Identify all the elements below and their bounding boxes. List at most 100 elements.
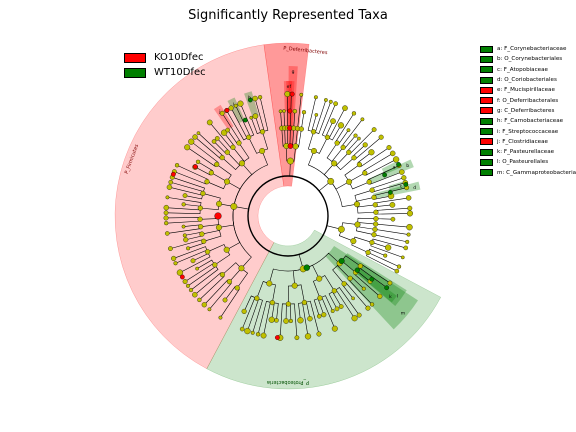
biomarker-wedge-i bbox=[227, 97, 245, 124]
taxon-node-182 bbox=[351, 315, 358, 322]
taxon-node-75 bbox=[237, 100, 244, 107]
legend-swatch-ko bbox=[124, 52, 146, 63]
biomarker-label-j: j bbox=[218, 109, 220, 115]
taxon-node-158 bbox=[403, 245, 408, 251]
taxon-node-5 bbox=[222, 297, 228, 303]
taxon-node-180 bbox=[331, 288, 337, 294]
taxon-node-159 bbox=[385, 244, 392, 251]
clade-sector-3 bbox=[206, 229, 442, 390]
taxon-node-185 bbox=[317, 295, 323, 301]
taxon-node-17 bbox=[195, 266, 199, 271]
taxon-node-67 bbox=[236, 140, 242, 146]
taxon-node-45 bbox=[168, 179, 173, 185]
taxon-node-110 bbox=[331, 160, 338, 167]
group-legend: KO10Dfec WT10Dfec bbox=[124, 50, 206, 80]
taxon-node-152 bbox=[372, 226, 378, 232]
taxon-node-36 bbox=[216, 200, 223, 207]
taxon-node-63 bbox=[214, 136, 220, 141]
taxon-node-76 bbox=[259, 129, 266, 135]
taxon-node-202 bbox=[269, 300, 275, 306]
taxon-node-62 bbox=[211, 139, 217, 144]
biomarker-legend-label: f: O_Deferribacterales bbox=[497, 97, 559, 104]
tree-link-129 bbox=[348, 181, 370, 190]
taxon-node-142 bbox=[389, 202, 396, 208]
taxon-node-153 bbox=[406, 232, 411, 237]
taxon-node-132 bbox=[399, 169, 405, 175]
taxon-node-155 bbox=[405, 239, 410, 244]
taxon-node-191 bbox=[301, 299, 307, 306]
taxon-node-48 bbox=[204, 179, 210, 185]
tree-link-150 bbox=[375, 223, 410, 228]
taxon-node-124 bbox=[356, 162, 362, 168]
biomarker-legend-label: l: O_Pasteurellales bbox=[497, 159, 549, 166]
biomarker-wedge-h bbox=[244, 91, 259, 118]
taxon-node-149 bbox=[390, 216, 396, 222]
taxon-node-217 bbox=[287, 108, 293, 114]
tree-link-94 bbox=[297, 94, 302, 129]
biomarker-swatch bbox=[480, 66, 493, 74]
taxon-node-22 bbox=[171, 255, 177, 261]
tree-link-110 bbox=[326, 142, 338, 164]
tree-link-111 bbox=[335, 113, 355, 144]
biomarker-legend-item: b: O_Corynebacteriales bbox=[480, 54, 576, 64]
taxon-node-93 bbox=[292, 109, 298, 114]
tree-link-101 bbox=[311, 114, 317, 133]
taxon-node-4 bbox=[218, 315, 223, 320]
taxon-node-175 bbox=[369, 302, 375, 307]
taxon-node-66 bbox=[220, 129, 228, 136]
biomarker-legend-item: l: O_Pasteurellales bbox=[480, 157, 576, 167]
taxon-node-61 bbox=[224, 149, 230, 155]
taxon-node-145 bbox=[406, 210, 413, 217]
taxon-node-55 bbox=[184, 144, 191, 151]
biomarker-legend-label: j: F_Clostridiaceae bbox=[497, 138, 548, 145]
taxon-node-230 bbox=[354, 267, 360, 273]
taxon-node-206 bbox=[255, 332, 261, 337]
taxon-node-88 bbox=[284, 91, 291, 97]
taxon-node-60 bbox=[196, 131, 201, 135]
biomarker-legend-label: g: C_Deferribacteres bbox=[497, 107, 555, 114]
taxon-node-108 bbox=[342, 105, 348, 111]
taxon-node-80 bbox=[258, 95, 263, 100]
legend-swatch-wt bbox=[124, 67, 146, 78]
taxon-node-162 bbox=[383, 253, 388, 258]
taxon-node-164 bbox=[394, 268, 400, 274]
biomarker-wedge-k bbox=[355, 268, 397, 303]
taxon-node-31 bbox=[164, 231, 170, 236]
taxon-node-9 bbox=[219, 272, 225, 278]
taxon-node-2 bbox=[238, 265, 245, 272]
taxon-node-141 bbox=[405, 195, 412, 201]
taxon-node-3 bbox=[234, 285, 240, 291]
taxon-node-187 bbox=[331, 325, 338, 332]
taxon-node-84 bbox=[278, 109, 283, 114]
taxon-node-8 bbox=[201, 302, 207, 308]
biomarker-legend-label: h: F_Carnobacteriaceae bbox=[497, 118, 564, 125]
taxon-node-209 bbox=[244, 327, 251, 335]
tree-link-50 bbox=[211, 172, 228, 182]
taxon-node-117 bbox=[346, 149, 352, 155]
taxon-node-226 bbox=[387, 190, 393, 195]
taxon-node-105 bbox=[324, 134, 331, 140]
taxon-node-95 bbox=[299, 92, 304, 97]
taxon-node-120 bbox=[351, 155, 357, 161]
taxon-node-193 bbox=[307, 316, 313, 322]
taxon-node-30 bbox=[198, 224, 204, 230]
taxon-node-27 bbox=[199, 231, 205, 237]
taxon-node-231 bbox=[369, 276, 375, 282]
biomarker-swatch bbox=[480, 138, 493, 146]
taxon-node-69 bbox=[219, 110, 225, 116]
biomarker-legend-label: c: F_Atopobiaceae bbox=[497, 66, 548, 73]
tree-link-123 bbox=[344, 164, 360, 182]
biomarker-swatch bbox=[480, 107, 493, 115]
taxon-node-204 bbox=[268, 316, 275, 323]
biomarker-legend-item: f: O_Deferribacterales bbox=[480, 95, 576, 105]
biomarker-swatch bbox=[480, 128, 493, 136]
taxon-node-115 bbox=[360, 117, 365, 122]
taxon-node-42 bbox=[200, 190, 206, 197]
taxon-node-43 bbox=[182, 193, 188, 198]
taxon-node-25 bbox=[186, 246, 191, 251]
taxon-node-198 bbox=[288, 318, 293, 324]
tree-link-92 bbox=[293, 111, 296, 129]
biomarker-legend-item: g: C_Deferribacteres bbox=[480, 106, 576, 116]
biomarker-legend-label: m: C_Gammaproteobacteria bbox=[497, 169, 576, 176]
